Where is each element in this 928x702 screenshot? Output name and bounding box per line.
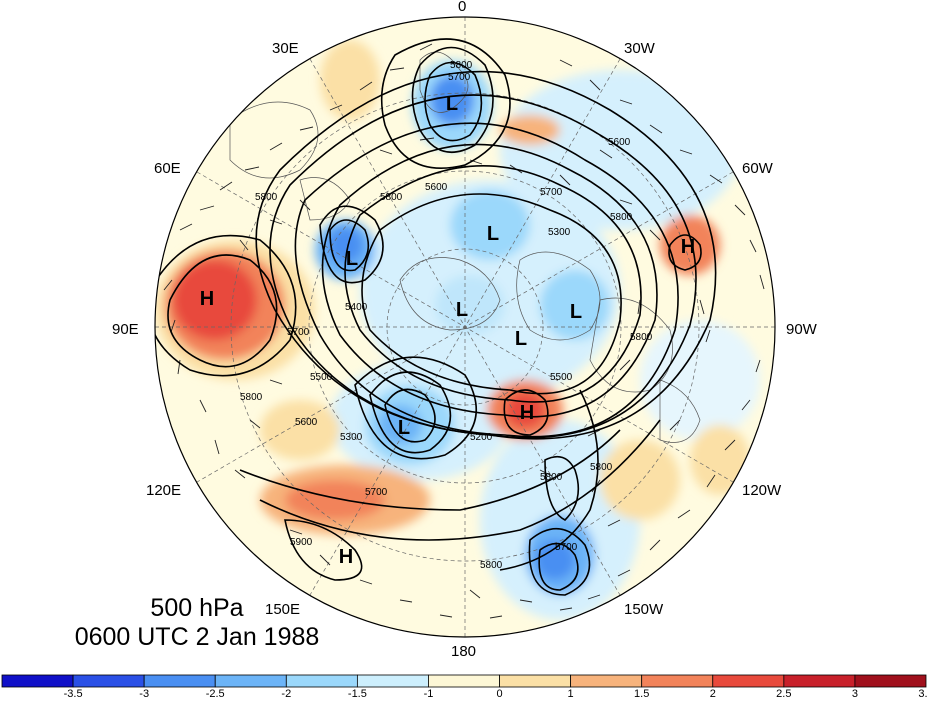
high-center: H [681,236,695,258]
color-bar-tick-label: 1.5 [634,688,650,700]
color-bar-swatch [285,674,358,688]
color-bar-swatch [72,674,145,688]
contour-label: 5500 [310,372,333,383]
contour-label: 5600 [425,182,448,193]
high-center: H [339,546,353,568]
color-bar-swatch [1,674,74,688]
contour-label: 5300 [548,227,571,238]
contour-label: 5800 [380,192,403,203]
contour-label: 5800 [630,332,653,343]
color-bar-swatch [356,674,429,688]
color-bar-swatch [214,674,287,688]
color-bar-swatch [854,674,927,688]
contour-label: 5800 [540,472,563,483]
color-bar-tick-label: 1 [567,688,574,700]
color-bar-swatch [499,674,572,688]
contour-label: 5800 [240,392,263,403]
lon-label-0: 0 [458,0,467,15]
lon-label-90e: 90E [112,321,139,338]
color-bar-tick-label: -2.5 [205,688,225,700]
lon-label-120e: 120E [146,482,182,499]
lon-label-150w: 150W [624,601,664,618]
lon-label-30e: 30E [272,40,299,57]
contour-label: 5700 [365,487,388,498]
color-bar-tick-label: 3 [851,688,858,700]
color-bar-tick-label: -1.5 [347,688,367,700]
color-bar-tick-label: -2 [281,688,292,700]
contour-label: 5800 [610,212,633,223]
contour-label: 5900 [290,537,313,548]
low-center: L [346,248,358,270]
color-bar-tick-label: 2.5 [776,688,792,700]
color-bar-swatch [712,674,785,688]
lon-label-150e: 150E [265,601,301,618]
contour-label: 5600 [608,137,631,148]
lon-label-30w: 30W [624,40,655,57]
color-bar-swatch [641,674,714,688]
contour-label: 5500 [550,372,573,383]
color-bar-tick-label: -3 [139,688,150,700]
lon-label-60w: 60W [742,160,773,177]
color-bar-swatch [570,674,643,688]
map-border [154,16,776,638]
contour-label: 5400 [345,302,368,313]
lon-label-60e: 60E [154,160,181,177]
low-center: L [487,223,499,245]
contour-label: 5800 [255,192,278,203]
high-center: H [520,402,534,424]
low-center: L [570,301,582,323]
low-center: L [515,328,527,350]
contour-label: 5800 [480,560,503,571]
low-center: L [456,299,468,321]
color-bar-tick-label: 2 [709,688,716,700]
high-center: H [200,288,214,310]
color-bar-tick-label: -1 [423,688,434,700]
contour-label: 5200 [470,432,493,443]
height-contours [155,38,717,596]
color-bar-tick-label: -3.5 [63,688,83,700]
contour-label: 5300 [340,432,363,443]
color-bar [1,674,927,688]
contour-labels: 5800 5700 5600 5800 5800 5700 5300 5800 … [240,60,653,571]
color-bar-swatch [428,674,500,688]
pressure-centers: L L L L L L L H H H H [200,93,695,568]
low-center: L [446,93,458,115]
contour-label: 5700 [540,187,563,198]
anomaly-shading: 5800 5700 5600 5800 5800 5700 5300 5800 … [155,17,775,637]
contour-label: 5600 [295,417,318,428]
title-level: 500 hPa [150,594,244,622]
contour-label: 5800 [590,462,613,473]
title-time: 0600 UTC 2 Jan 1988 [74,623,320,651]
lon-label-120w: 120W [742,482,782,499]
lon-label-90w: 90W [786,321,817,338]
color-bar-tick-label: 0 [496,688,503,700]
contour-label: 5700 [448,72,471,83]
color-bar-swatch [783,674,856,688]
lon-label-180: 180 [451,643,477,660]
contour-label: 5700 [287,327,310,338]
contour-label: 5700 [555,542,578,553]
low-center: L [398,417,410,439]
color-bar-tick-label: 3.5 [918,688,928,700]
color-bar-swatch [143,674,216,688]
contour-label: 5800 [450,60,473,71]
